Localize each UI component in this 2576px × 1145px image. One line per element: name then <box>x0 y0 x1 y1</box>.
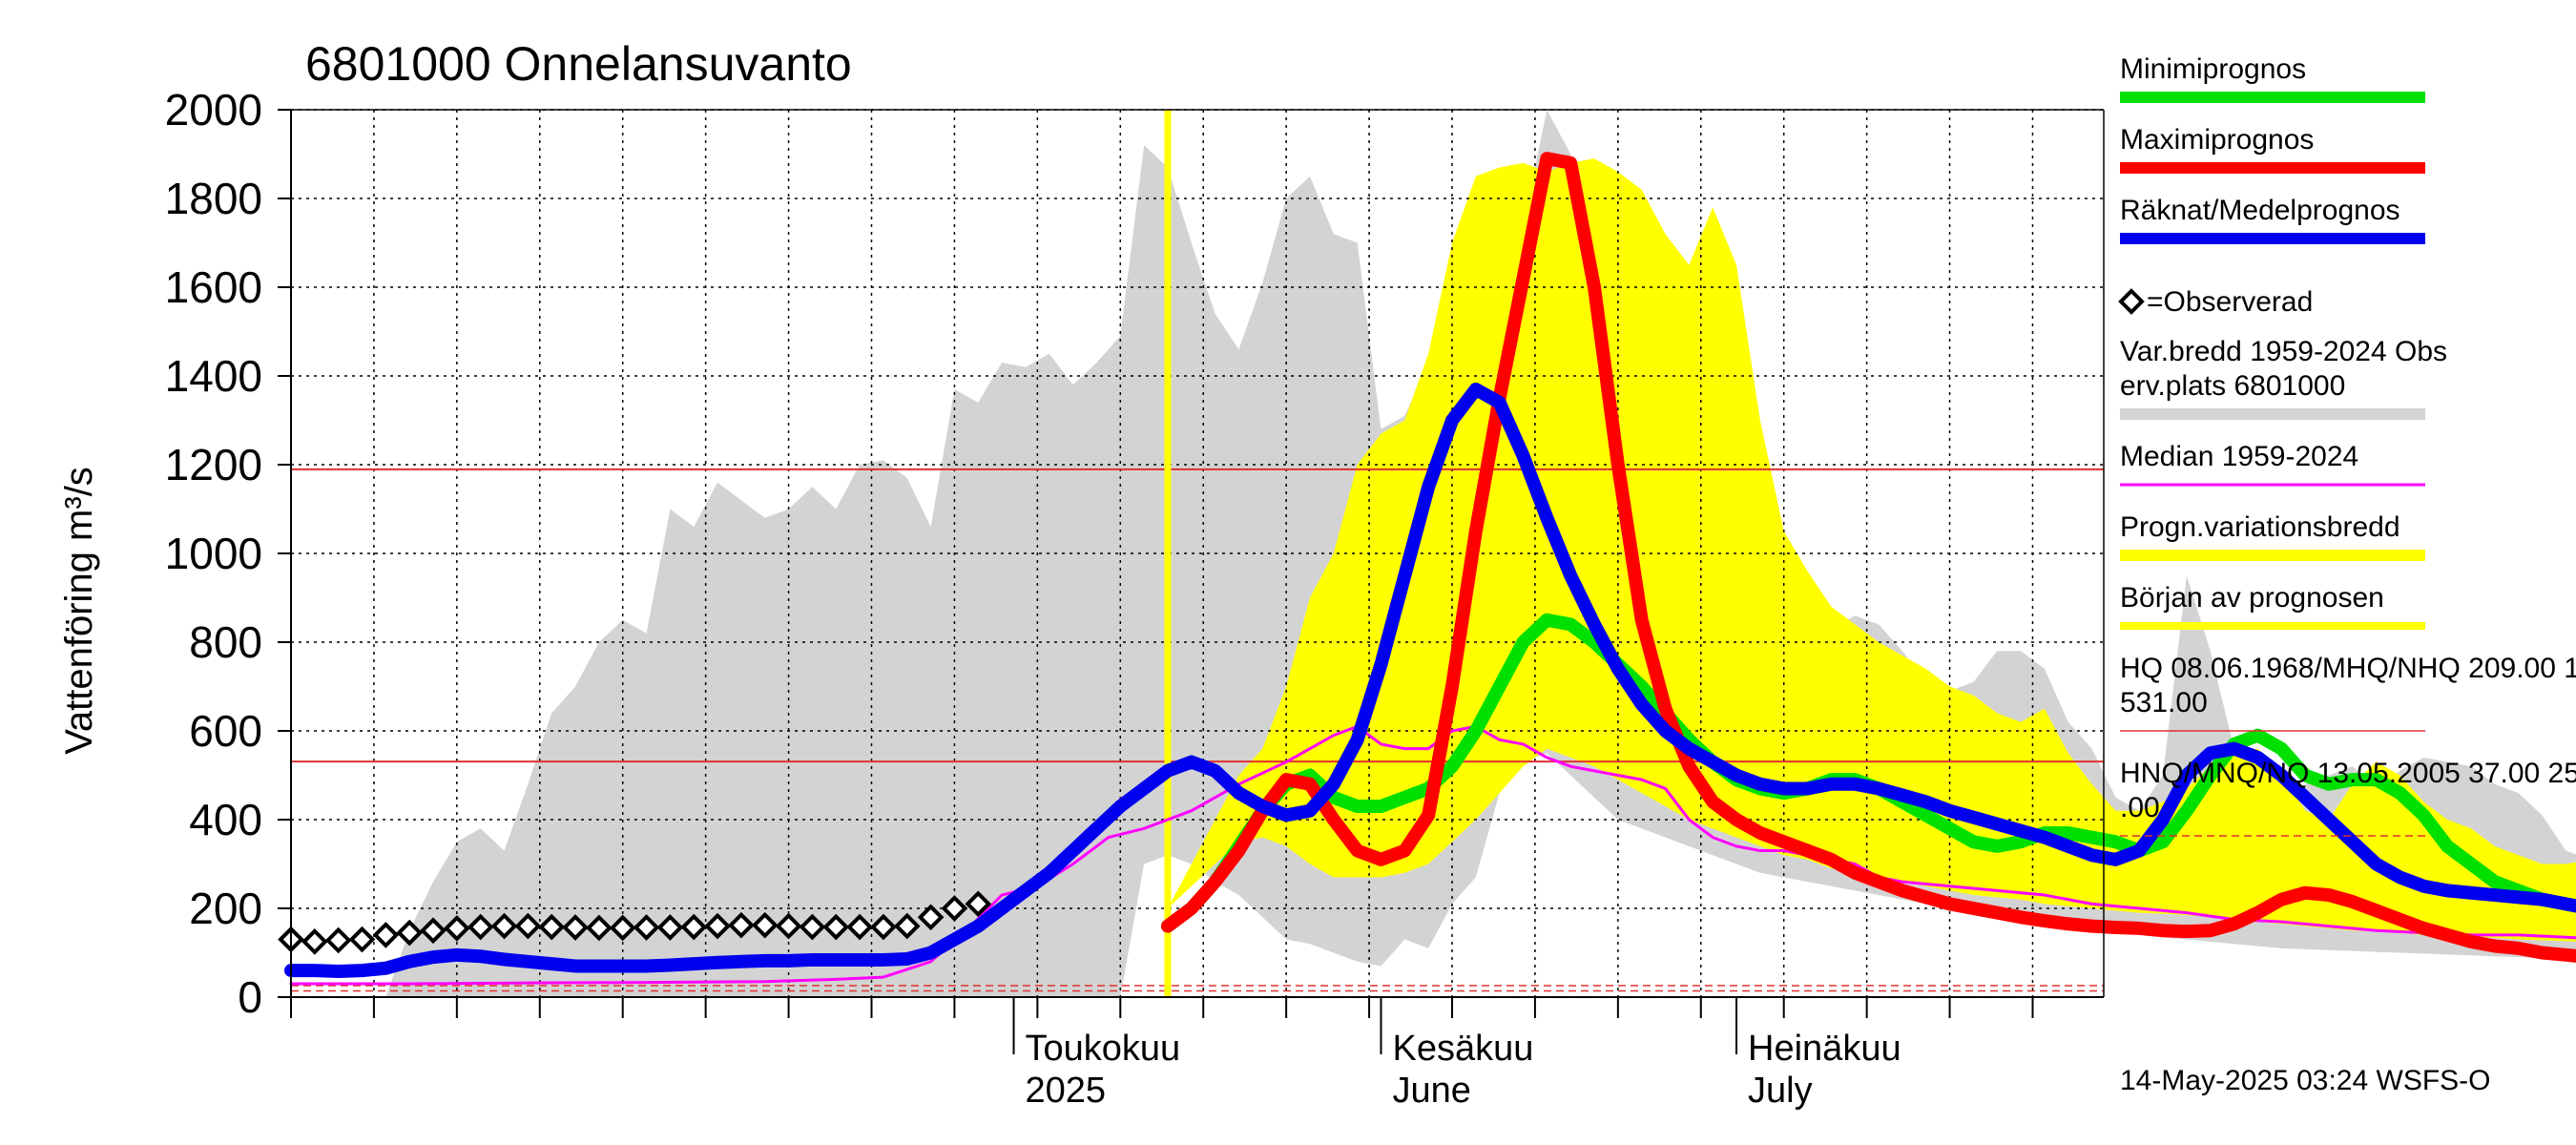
observed-point <box>704 912 731 940</box>
y-tick-label: 0 <box>238 972 262 1022</box>
y-tick-label: 1200 <box>165 440 262 489</box>
legend-label: 531.00 <box>2120 687 2208 718</box>
legend-label: Minimiprognos <box>2120 53 2306 85</box>
observed-point <box>490 912 518 940</box>
observed-point <box>656 914 684 941</box>
observed-point <box>822 913 850 941</box>
y-tick-label: 600 <box>189 706 262 756</box>
legend-label: Median 1959-2024 <box>2120 441 2358 472</box>
series-layer <box>278 110 2576 997</box>
y-tick-label: 1400 <box>165 351 262 401</box>
legend-label: HQ 08.06.1968/MHQ/NHQ 209.00 1189.47 <box>2120 653 2576 684</box>
band-forecast-range <box>1167 158 2576 942</box>
observed-point <box>633 914 660 941</box>
axes-layer: 0 200 400 600 800 1000 1200 1400 1600 1800 2000 Tou… <box>165 85 2105 1111</box>
observed-point <box>301 928 328 955</box>
legend-marker <box>2118 288 2145 315</box>
legend-item: Räknat/Medelprognos <box>2120 195 2425 244</box>
legend-item: =Observerad <box>2118 286 2313 318</box>
legend-label: erv.plats 6801000 <box>2120 370 2345 402</box>
x-month-label: Heinäkuu <box>1748 1029 1901 1069</box>
bands-layer <box>291 110 2576 997</box>
series-maximiprognos <box>1160 152 2576 963</box>
observed-point <box>562 914 589 941</box>
x-month-label: Kesäkuu <box>1392 1029 1533 1069</box>
observed-point <box>396 919 424 947</box>
legend-item: HQ 08.06.1968/MHQ/NHQ 209.00 1189.47 531… <box>2120 653 2576 732</box>
legend-item: Minimiprognos <box>2120 53 2425 103</box>
x-month-sublabel: June <box>1392 1071 1470 1111</box>
y-tick-label: 800 <box>189 617 262 667</box>
grid-layer <box>290 109 2104 998</box>
legend-item: Början av prognosen <box>2120 582 2425 630</box>
y-tick-label: 1600 <box>165 262 262 312</box>
legend-item: Median 1959-2024 <box>2120 441 2425 487</box>
observed-point <box>324 926 352 954</box>
legend-item: Maximiprognos <box>2120 124 2425 174</box>
legend: Minimiprognos Maximiprognos Räknat/Medelpr… <box>2118 53 2576 837</box>
legend-label: Maximiprognos <box>2120 124 2314 156</box>
observed-point <box>728 911 755 939</box>
y-tick-label: 1000 <box>165 529 262 578</box>
observed-point <box>799 913 826 941</box>
y-tick-label: 1800 <box>165 174 262 223</box>
legend-label: HNQ/MNQ/NQ 13.05.2005 37.00 25.79 14 <box>2120 758 2576 789</box>
x-month-label: Toukokuu <box>1026 1029 1181 1069</box>
series-r-knat-medelprognos <box>284 382 2576 979</box>
x-month-sublabel: July <box>1748 1071 1813 1111</box>
observed-point <box>467 913 494 941</box>
legend-label: Början av prognosen <box>2120 582 2384 614</box>
observed-point <box>586 914 613 942</box>
y-tick-label: 400 <box>189 795 262 844</box>
chart-title: 6801000 Onnelansuvanto <box>305 37 852 91</box>
observed-point <box>941 895 968 922</box>
observed-point <box>609 914 636 942</box>
legend-item: HNQ/MNQ/NQ 13.05.2005 37.00 25.79 14.00 <box>2120 758 2576 837</box>
observed-point <box>372 922 400 948</box>
legend-label: =Observerad <box>2147 286 2313 318</box>
observed-point <box>846 913 873 941</box>
footer-timestamp: 14-May-2025 03:24 WSFS-O <box>2120 1065 2491 1096</box>
y-axis-label: Vattenföring m³/s <box>58 467 100 755</box>
legend-label: Var.bredd 1959-2024 Obs <box>2120 336 2447 367</box>
legend-item: Progn.variationsbredd <box>2120 511 2425 561</box>
y-tick-label: 2000 <box>165 85 262 135</box>
legend-label: Progn.variationsbredd <box>2120 511 2400 543</box>
observed-point <box>893 912 921 940</box>
observed-point <box>538 913 566 941</box>
y-tick-label: 200 <box>189 884 262 933</box>
observed-point <box>775 912 802 940</box>
observed-point <box>917 904 945 931</box>
x-month-sublabel: 2025 <box>1026 1071 1107 1111</box>
observed-point <box>348 926 376 953</box>
observed-point <box>751 911 779 939</box>
observed-point <box>870 913 897 941</box>
observed-point <box>965 890 992 918</box>
observed-point <box>420 917 447 945</box>
observed-point <box>514 912 542 940</box>
legend-label: .00 <box>2120 792 2160 823</box>
observed-point <box>680 913 708 941</box>
legend-label: Räknat/Medelprognos <box>2120 195 2400 226</box>
observed-point <box>444 915 470 942</box>
legend-item: Var.bredd 1959-2024 Observ.plats 6801000 <box>2120 336 2447 420</box>
